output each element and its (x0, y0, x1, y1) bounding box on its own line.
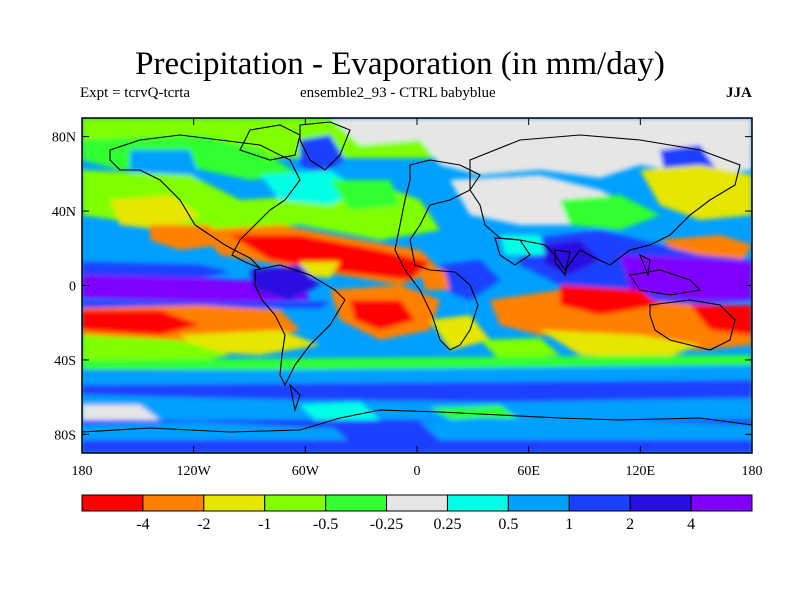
colorbar-label: -4 (136, 516, 149, 533)
colorbar-label: -2 (197, 516, 210, 533)
colorbar-label: 2 (626, 516, 634, 533)
colorbar-label: 1 (565, 516, 573, 533)
lon-tick-label: 60E (517, 464, 540, 479)
colorbar-label: -0.5 (313, 516, 338, 533)
colorbar: -4 -2 -1 -0.5 -0.25 0.25 0.5 1 2 4 (81, 494, 753, 533)
colorbar-swatch (264, 494, 327, 512)
colorbar-swatch (629, 494, 692, 512)
coastlines (82, 121, 752, 433)
colorbar-swatch (507, 494, 570, 512)
lat-tick-label: 80N (52, 131, 76, 146)
experiment-label: Expt = tcrvQ-tcrta (80, 85, 191, 101)
lon-tick-label: 120W (177, 464, 212, 479)
latitude-axis: 80N 40N 0 40S 80S (52, 131, 752, 443)
colorbar-label: 4 (687, 516, 695, 533)
lat-tick-label: 0 (69, 280, 76, 295)
lon-tick-label: 0 (414, 464, 421, 479)
lat-tick-label: 40S (54, 354, 76, 369)
colorbar-label: 0.25 (433, 516, 461, 533)
lon-tick-label: 180 (742, 464, 763, 479)
colorbar-label: 0.5 (498, 516, 518, 533)
season-label: JJA (726, 85, 752, 101)
colorbar-swatch (690, 494, 753, 512)
colorbar-swatch (386, 494, 448, 512)
colorbar-label: -1 (258, 516, 271, 533)
colorbar-swatch (142, 494, 205, 512)
lat-tick-label: 80S (54, 428, 76, 443)
lon-tick-label: 120E (626, 464, 656, 479)
colorbar-swatch (325, 494, 388, 512)
colorbar-swatch (203, 494, 266, 512)
lat-tick-label: 40N (52, 205, 76, 220)
colorbar-label: -0.25 (370, 516, 403, 533)
colorbar-swatch (81, 494, 144, 512)
lon-tick-label: 60W (292, 464, 320, 479)
colorbar-swatch (446, 494, 509, 512)
longitude-axis: 180 120W 60W 0 60E 120E 180 (72, 118, 763, 479)
lon-tick-label: 180 (72, 464, 93, 479)
ensemble-label: ensemble2_93 - CTRL babyblue (300, 85, 496, 101)
map-title: Precipitation - Evaporation (in mm/day) (135, 46, 665, 82)
colorbar-swatch (568, 494, 631, 512)
